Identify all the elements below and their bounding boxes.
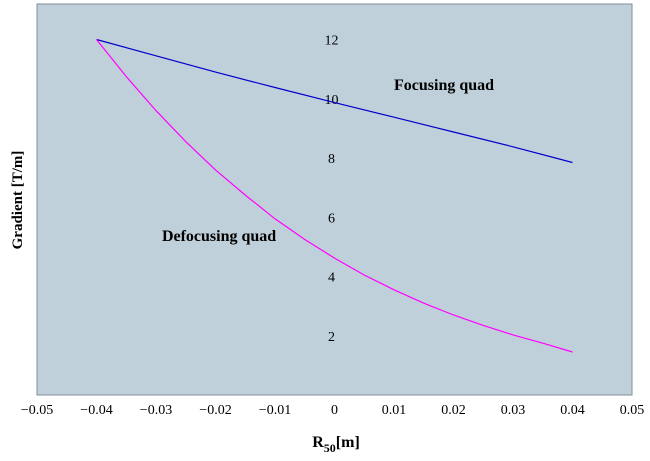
annotation-label: Focusing quad: [394, 77, 494, 94]
x-tick-label: −0.01: [259, 403, 291, 418]
y-tick-label: 2: [328, 330, 335, 345]
y-tick-label: 12: [325, 34, 339, 49]
annotation-layer: Focusing quad Defocusing quad: [162, 77, 494, 245]
x-tick-label: −0.05: [21, 403, 53, 418]
series-layer: [96, 38, 573, 353]
y-tick-labels: 2 4 6 8 10 12: [325, 34, 339, 345]
x-tick-label: −0.02: [199, 403, 231, 418]
x-axis-label: R50[m]: [312, 434, 360, 455]
x-tick-label: 0.03: [501, 403, 526, 418]
plot-area: [36, 3, 633, 396]
x-tick-label: 0: [331, 403, 338, 418]
y-tick-label: 4: [328, 271, 335, 286]
y-tick-label: 6: [328, 211, 335, 226]
y-tick-label: 8: [328, 152, 335, 167]
x-tick-label: 0.04: [560, 403, 585, 418]
x-tick-label: 0.05: [620, 403, 645, 418]
y-axis-label: Gradient [T/m]: [10, 151, 26, 250]
x-tick-label: −0.03: [140, 403, 172, 418]
x-tick-label: 0.02: [441, 403, 466, 418]
x-axis-label-main: R: [312, 434, 324, 451]
x-tick-labels: −0.05 −0.04 −0.03 −0.02 −0.01 0 0.01 0.02 0.03 0.…: [21, 403, 644, 418]
annotation-label: Defocusing quad: [162, 228, 276, 245]
series-line-defocusing-quad: [96, 39, 573, 353]
x-tick-label: −0.04: [80, 403, 112, 418]
series-line-focusing-quad: [96, 38, 573, 164]
x-tick-label: 0.01: [382, 403, 407, 418]
x-axis-label-sub: 50: [324, 441, 336, 455]
y-tick-label: 10: [325, 93, 339, 108]
x-axis-label-unit: [m]: [336, 434, 360, 451]
